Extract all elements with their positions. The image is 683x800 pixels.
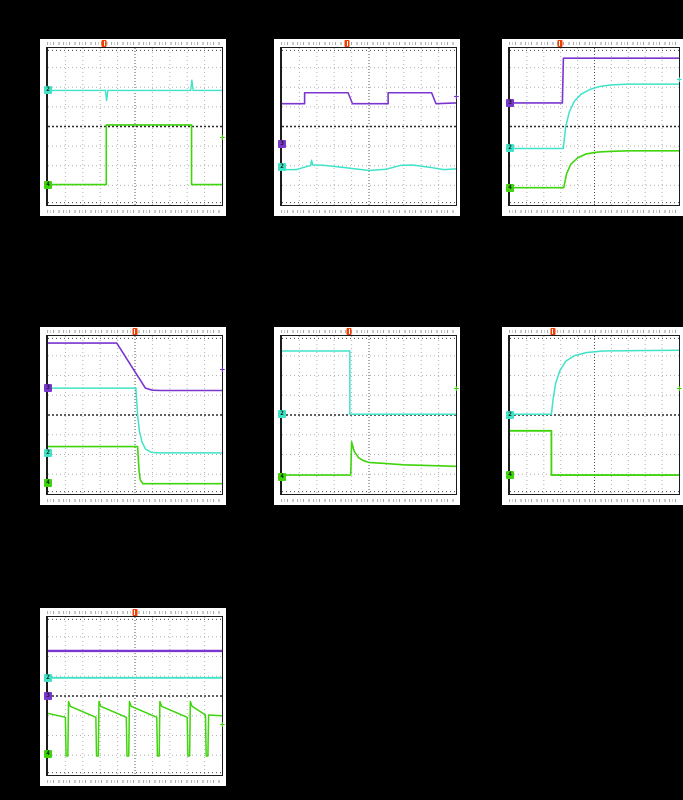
channel-marker-2-left: 2 [44, 448, 52, 457]
waveform-ch4-green-spike-decay [282, 442, 456, 475]
scope-bottom-readout [280, 496, 457, 504]
channel-marker-2-left: 2 [506, 144, 514, 153]
waveform-ch2-cyan-ripple [282, 160, 456, 170]
channel-marker-+-right: + [676, 384, 682, 395]
channel-marker-3-left: 3 [44, 384, 52, 393]
channel-marker-2-left: 2 [44, 673, 52, 682]
illegible-readout-text [47, 780, 222, 783]
waveform-plot [282, 336, 456, 494]
channel-marker-2-left: 2 [278, 163, 286, 172]
waveform-plot [48, 336, 222, 494]
waveform-ch2-cyan-step-down [282, 351, 456, 414]
scope-graticule: 2 4 + [44, 47, 225, 206]
illegible-readout-text [281, 499, 456, 502]
illegible-readout-text [509, 330, 679, 333]
waveform-ch3-purple-step-up [510, 58, 679, 103]
scope-top-readout [508, 40, 680, 47]
channel-marker-3-left: 3 [278, 139, 286, 148]
illegible-readout-text [281, 42, 456, 45]
waveform-ch2-cyan-fall [48, 388, 222, 453]
scope-bottom-readout [46, 207, 223, 215]
trigger-position-icon [132, 328, 137, 335]
illegible-readout-text [47, 499, 222, 502]
graticule-grid [282, 48, 456, 205]
waveform-plot [510, 336, 679, 494]
channel-marker-2-left: 2 [278, 410, 286, 419]
channel-marker-2-left: 2 [506, 411, 514, 419]
scope-graticule: 3 2 4 + [506, 47, 682, 206]
oscilloscope-capture-5: 2 4 + [274, 327, 460, 505]
channel-marker-+-right: + [219, 133, 225, 144]
channel-marker-3-left: 3 [506, 98, 514, 107]
scope-bottom-readout [46, 777, 223, 785]
waveform-ch4-green-square-pulse [48, 125, 222, 185]
channel-marker-4-left: 4 [278, 472, 286, 481]
oscilloscope-capture-7: 2 3 4 + [40, 608, 226, 786]
trigger-position-icon [550, 328, 556, 335]
oscilloscope-capture-2: 3 2 + [274, 39, 460, 216]
waveform-plot [510, 48, 679, 205]
illegible-readout-text [509, 42, 679, 45]
trigger-position-icon [346, 328, 352, 335]
waveform-plot [48, 48, 222, 205]
trigger-position-icon [557, 40, 563, 47]
waveform-ch4-green-step-down [510, 431, 679, 475]
scope-top-readout [46, 609, 223, 616]
channel-marker-4-left: 4 [44, 180, 52, 189]
scope-graticule: 3 2 4 + [44, 335, 225, 495]
waveform-ch4-green-exponential-rise [510, 151, 679, 188]
scope-graticule: 2 3 4 + [44, 616, 225, 776]
channel-marker-3-left: 3 [44, 692, 52, 700]
graticule-grid [48, 617, 222, 775]
waveform-plot [48, 617, 222, 775]
trigger-position-icon [101, 40, 107, 47]
oscilloscope-capture-3: 3 2 4 + [502, 39, 683, 216]
channel-marker-2-left: 2 [44, 86, 52, 95]
channel-marker-+-right: + [453, 92, 459, 103]
waveform-ch2-cyan-exponential-rise [510, 350, 679, 414]
channel-marker-4-left: 4 [44, 750, 52, 759]
graticule-grid [48, 336, 222, 494]
channel-marker-4-left: 4 [44, 478, 52, 487]
waveform-ch4-green-fall [48, 447, 222, 484]
channel-marker-4-left: 4 [506, 471, 514, 480]
illegible-readout-text [509, 499, 679, 502]
waveform-ch3-purple-two-pulses [282, 93, 456, 104]
channel-marker-4-left: 4 [506, 183, 514, 192]
illegible-readout-text [281, 330, 456, 333]
scope-graticule: 2 4 + [278, 335, 459, 495]
scope-top-readout [280, 40, 457, 47]
channel-marker-+-right: + [219, 365, 225, 376]
illegible-readout-text [47, 210, 222, 213]
trigger-position-icon [132, 609, 137, 616]
scope-graticule: 3 2 + [278, 47, 459, 206]
waveform-ch4-green-pfm-ripple [48, 702, 222, 757]
graticule-grid [510, 48, 679, 205]
scope-bottom-readout [508, 496, 680, 504]
waveform-ch2-cyan-flat-with-glitches [48, 80, 222, 100]
scope-bottom-readout [280, 207, 457, 215]
oscilloscope-capture-1: 2 4 + [40, 39, 226, 216]
illegible-readout-text [509, 210, 679, 213]
scope-graticule: 2 4 + [506, 335, 682, 495]
illegible-readout-text [47, 42, 222, 45]
waveform-plot [282, 48, 456, 205]
scope-top-readout [508, 328, 680, 335]
scope-top-readout [46, 328, 223, 335]
waveform-ch2-cyan-exponential-rise [510, 84, 679, 148]
scope-top-readout [46, 40, 223, 47]
channel-marker-+-right: + [219, 720, 225, 731]
oscilloscope-capture-4: 3 2 4 + [40, 327, 226, 505]
waveform-ch1-purple-ramp-down [48, 343, 222, 390]
illegible-readout-text [281, 210, 456, 213]
trigger-position-icon [344, 40, 350, 47]
scope-top-readout [280, 328, 457, 335]
scope-bottom-readout [508, 207, 680, 215]
oscilloscope-capture-6: 2 4 + [502, 327, 683, 505]
channel-marker-+-right: + [453, 384, 459, 395]
channel-marker-+-right: + [676, 75, 682, 86]
scope-bottom-readout [46, 496, 223, 504]
